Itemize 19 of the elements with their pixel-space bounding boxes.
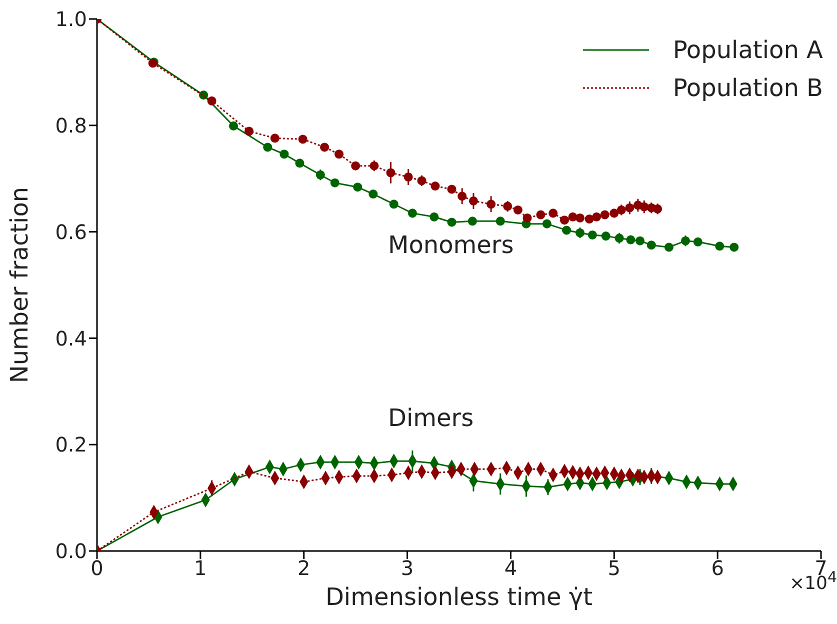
- x-tick-label: 4: [504, 556, 518, 580]
- y-tick-label: 0.6: [55, 220, 87, 244]
- x-axis-title: Dimensionless time γ̇t: [325, 583, 593, 611]
- y-tick-label: 0.2: [55, 432, 87, 457]
- y-tick-label: 0.8: [55, 114, 87, 138]
- x-tick-label: 6: [711, 556, 724, 580]
- annotation: Monomers: [388, 231, 514, 259]
- x-tick-label: 1: [194, 556, 207, 580]
- legend-label: Population A: [672, 36, 823, 64]
- annotation: Dimers: [388, 404, 474, 432]
- y-tick-label: 0.4: [55, 326, 87, 350]
- y-axis-title: Number fraction: [6, 186, 34, 384]
- x-tick-label: 2: [297, 556, 310, 580]
- y-tick-label: 0.0: [55, 539, 87, 564]
- legend-label: Population B: [672, 74, 823, 102]
- x-tick-label: 3: [400, 556, 414, 580]
- x-tick-label: 0: [90, 556, 104, 580]
- y-tick-label: 1.0: [55, 7, 87, 32]
- x-tick-label: 5: [608, 556, 621, 580]
